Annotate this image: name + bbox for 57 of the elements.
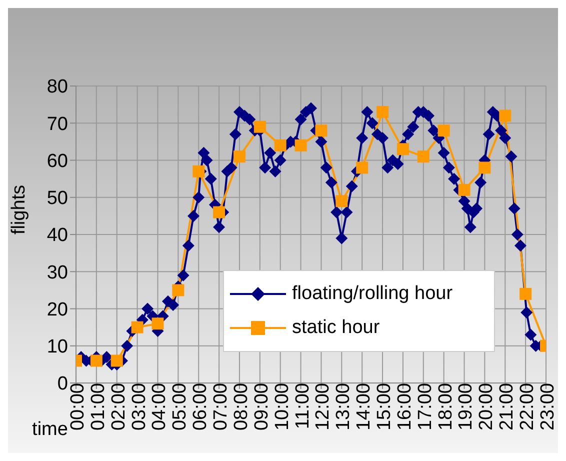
x-tick-label: 14:00 — [354, 383, 375, 431]
x-axis-title: time — [32, 419, 68, 440]
point — [315, 124, 328, 137]
x-tick-label: 08:00 — [230, 383, 252, 431]
x-tick-label: 12:00 — [312, 383, 334, 431]
x-tick-label: 22:00 — [517, 383, 538, 431]
x-tick-label: 18:00 — [435, 383, 456, 431]
y-tick-label: 20 — [46, 299, 68, 320]
y-tick-label: 70 — [46, 114, 68, 135]
point — [376, 106, 389, 118]
x-tick-label: 07:00 — [210, 383, 232, 431]
x-tick-label: 04:00 — [149, 383, 170, 431]
point — [478, 162, 491, 174]
point — [438, 124, 450, 137]
x-tick-label: 05:00 — [170, 383, 191, 431]
y-tick-label: 80 — [46, 76, 68, 98]
point — [254, 120, 266, 133]
point — [294, 139, 307, 152]
x-tick-label: 11:00 — [292, 383, 314, 430]
x-tick-label: 06:00 — [190, 383, 212, 431]
x-tick-label: 02:00 — [108, 383, 130, 431]
x-tick-label: 15:00 — [374, 383, 396, 431]
point — [356, 162, 368, 174]
x-tick-label: 20:00 — [476, 383, 498, 431]
x-tick-label: 21:00 — [496, 383, 518, 431]
y-tick-label: 10 — [46, 336, 68, 358]
x-tick-label: 03:00 — [128, 383, 150, 431]
point — [110, 354, 123, 367]
x-tick-label: 16:00 — [394, 383, 416, 431]
x-tick-label: 17:00 — [414, 383, 436, 431]
x-tick-label: 19:00 — [456, 383, 477, 431]
y-tick-label: 30 — [46, 262, 68, 284]
x-tick-label: 00:00 — [67, 383, 88, 431]
point — [152, 318, 164, 330]
point — [417, 150, 430, 163]
point — [336, 195, 348, 208]
x-tick-label: 10:00 — [272, 383, 293, 431]
x-tick-label: 23:00 — [537, 383, 558, 431]
y-tick-label: 0 — [57, 374, 68, 395]
x-tick-label: 13:00 — [333, 383, 354, 431]
point — [499, 110, 512, 122]
y-axis-title: flights — [8, 184, 30, 234]
point — [213, 206, 226, 218]
point — [172, 284, 184, 296]
point — [520, 288, 532, 300]
point — [274, 139, 286, 152]
y-tick-label: 40 — [46, 225, 68, 246]
point — [396, 143, 409, 156]
legend-label: floating/rolling hour — [292, 283, 453, 305]
x-tick-label: 01:00 — [88, 383, 109, 431]
y-tick-label: 60 — [46, 150, 68, 172]
point — [233, 150, 246, 163]
y-tick-label: 50 — [46, 188, 68, 210]
point — [458, 184, 470, 196]
x-tick-label: 09:00 — [251, 383, 272, 431]
legend-label: static hour — [292, 317, 380, 339]
point — [90, 354, 102, 367]
